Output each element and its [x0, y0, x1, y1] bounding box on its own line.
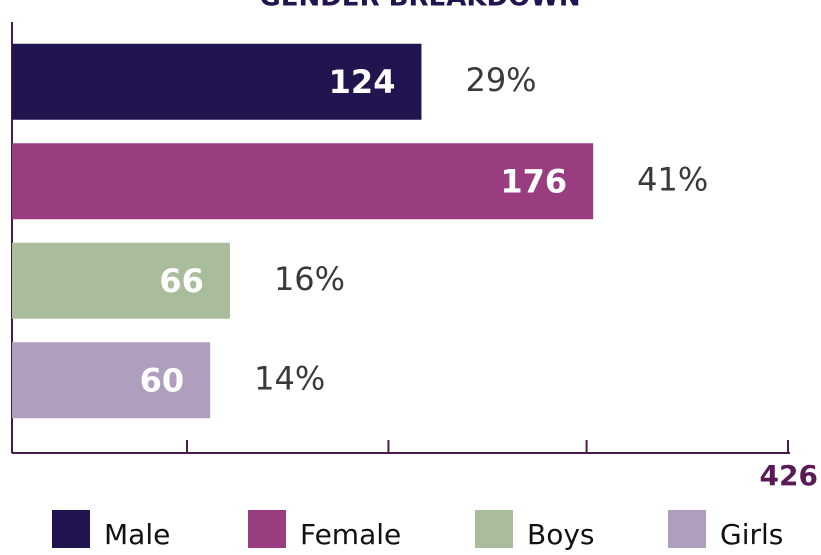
- chart-title: GENDER BREAKDOWN: [259, 0, 580, 13]
- value-label: 176: [500, 162, 567, 200]
- bar: [12, 242, 230, 319]
- legend-label: Male: [104, 518, 170, 551]
- value-label: 66: [159, 262, 204, 300]
- bar: [12, 43, 422, 120]
- bar: [12, 143, 594, 220]
- percent-label: 14%: [254, 359, 325, 397]
- percent-label: 29%: [465, 61, 536, 99]
- legend-swatch: [668, 510, 706, 548]
- percent-label: 16%: [274, 260, 345, 298]
- bar: [12, 342, 211, 419]
- legend-swatch: [248, 510, 286, 548]
- legend-label: Girls: [720, 518, 783, 551]
- percent-label: 41%: [637, 160, 708, 198]
- legend-swatch: [52, 510, 90, 548]
- legend-label: Boys: [527, 518, 595, 551]
- value-label: 60: [140, 361, 185, 399]
- legend-swatch: [475, 510, 513, 548]
- total-label: 426: [760, 459, 818, 492]
- value-label: 124: [329, 63, 396, 101]
- legend-label: Female: [300, 518, 401, 551]
